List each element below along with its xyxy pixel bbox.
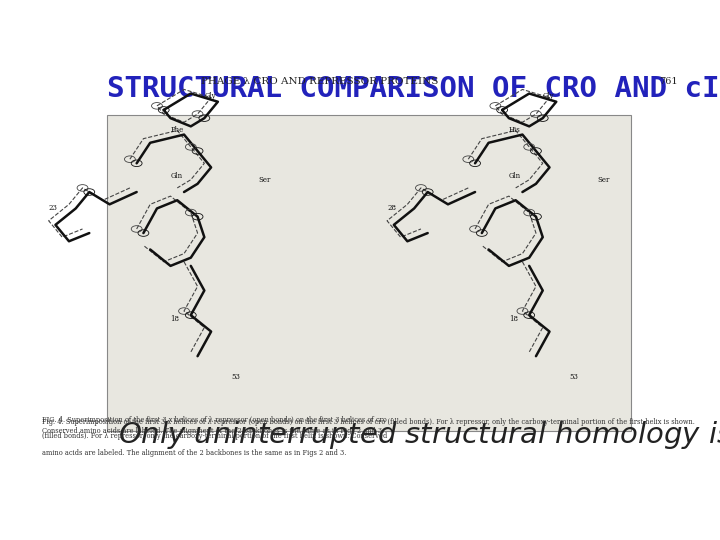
Text: STRUCTURAL COMPARISON OF CRO AND cI BINDING: STRUCTURAL COMPARISON OF CRO AND cI BIND… xyxy=(107,75,720,103)
Text: Ser: Ser xyxy=(597,176,609,184)
Text: 23: 23 xyxy=(49,205,58,212)
Text: His: His xyxy=(509,126,521,134)
Text: 53: 53 xyxy=(231,373,240,381)
FancyBboxPatch shape xyxy=(107,114,631,431)
Text: Gly: Gly xyxy=(204,92,216,99)
Text: Only uninterrupted structural homology is in $\alpha_2$-$\alpha_3$ region: Only uninterrupted structural homology i… xyxy=(118,420,720,451)
Text: Ser: Ser xyxy=(258,176,271,184)
Text: PHAGE λ CRO AND REPRESSOR PROTEINS: PHAGE λ CRO AND REPRESSOR PROTEINS xyxy=(201,77,438,86)
Text: Gln: Gln xyxy=(509,172,521,180)
Text: 28: 28 xyxy=(387,205,396,212)
Text: amino acids are labeled. The alignment of the 2 backbones is the same as in Figs: amino acids are labeled. The alignment o… xyxy=(42,449,346,456)
Text: Gln: Gln xyxy=(171,172,183,180)
Text: 18: 18 xyxy=(171,315,179,323)
Text: Fig. 4. Superimposition of the first 3 x helices of λ repressor (open bonds) on : Fig. 4. Superimposition of the first 3 x… xyxy=(42,418,695,435)
Text: Phe: Phe xyxy=(171,126,184,134)
Text: Gly: Gly xyxy=(543,92,554,99)
Text: 761: 761 xyxy=(660,77,678,86)
Text: 18: 18 xyxy=(509,315,518,323)
Text: (filled bonds). For λ repressor, only the carboxy-terminal portion of the first : (filled bonds). For λ repressor, only th… xyxy=(42,432,387,440)
Text: 53: 53 xyxy=(570,373,579,381)
Text: FIG. 4. Superimposition of the first 3 x helices of λ repressor (open bonds) on : FIG. 4. Superimposition of the first 3 x… xyxy=(42,416,387,424)
